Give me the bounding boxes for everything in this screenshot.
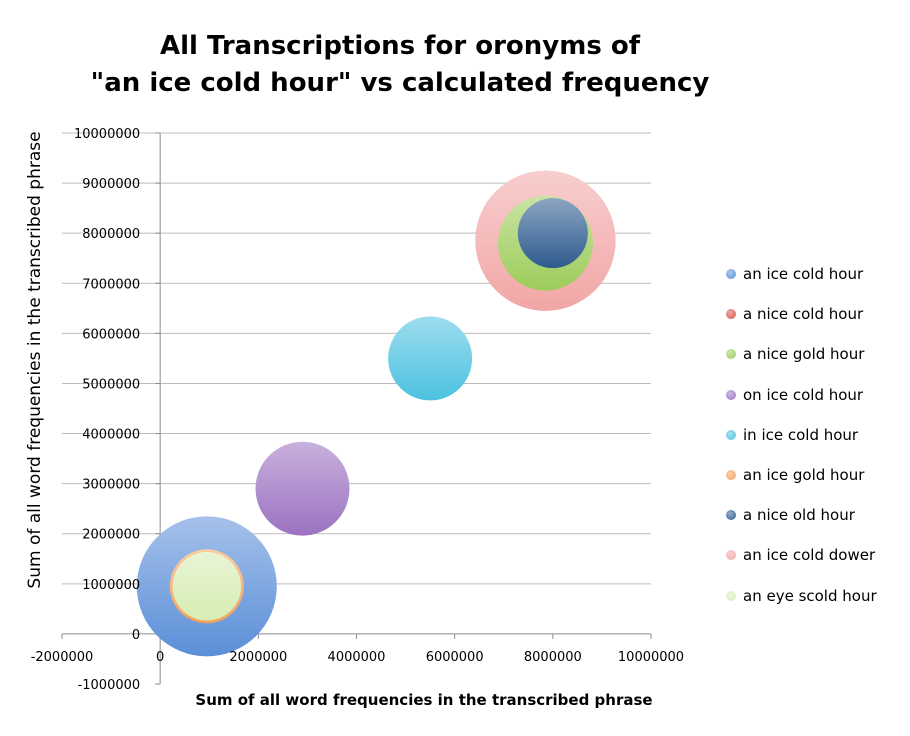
x-tick-label: 4000000 [328,650,386,665]
y-tick-label: 10000000 [74,127,140,142]
legend-swatch [726,309,736,320]
legend-item: a nice old hour [726,495,906,535]
y-tick-label: 0 [132,628,140,643]
legend-item: an ice gold hour [726,455,906,495]
x-axis-title: Sum of all word frequencies in the trans… [195,691,652,709]
legend-swatch [726,429,736,440]
legend-label: in ice cold hour [743,425,859,444]
y-tick-label: 6000000 [82,327,140,342]
x-tick-label: 2000000 [229,650,287,665]
legend-item: an ice cold dower [726,535,906,575]
legend-item: on ice cold hour [726,375,906,415]
legend-label: an ice cold hour [743,265,864,284]
x-tick-label: 0 [156,650,164,665]
legend-label: a nice cold hour [743,305,864,324]
y-tick-label: 8000000 [82,227,140,242]
y-tick-label: 5000000 [82,377,140,392]
legend-item: an ice cold hour [726,254,906,294]
y-tick-label: 9000000 [82,177,140,192]
x-tick-label: -2000000 [31,650,94,665]
bubble-on-ice-cold-hour [255,441,350,536]
y-tick-label: 2000000 [82,528,140,543]
y-tick-label: 3000000 [82,478,140,493]
x-tick-label: 6000000 [426,650,484,665]
x-tick-label: 8000000 [524,650,582,665]
legend-label: an ice cold dower [743,546,876,565]
y-tick-label: 1000000 [82,578,140,593]
y-tick-label: 7000000 [82,277,140,292]
legend-item: an eye scold hour [726,576,906,616]
legend-label: an eye scold hour [743,586,877,605]
legend-label: on ice cold hour [743,385,864,404]
legend-swatch [726,269,736,280]
legend-label: a nice gold hour [743,345,865,364]
legend-label: an ice gold hour [743,466,865,485]
bubble-an-eye-scold-hour [172,552,242,621]
bubbles [136,170,616,657]
chart-title: All Transcriptions for oronyms of "an ic… [60,28,740,102]
y-axis-title: Sum of all word frequencies in the trans… [25,131,45,588]
legend-swatch [726,470,736,481]
y-tick-label: 4000000 [82,428,140,443]
legend-swatch [726,510,736,521]
legend: an ice cold hour a nice cold hour a nice g… [726,254,906,616]
legend-swatch [726,349,736,360]
chart-title-line-2: "an ice cold hour" vs calculated frequen… [90,68,710,98]
legend-swatch [726,550,736,561]
bubble-in-ice-cold-hour [388,316,473,401]
legend-item: in ice cold hour [726,415,906,455]
legend-swatch [726,590,736,601]
y-tick-labels: -1000000 0 1000000 2000000 3000000 4000000 500… [74,127,140,693]
legend-label: a nice old hour [743,506,855,525]
legend-item: a nice cold hour [726,294,906,334]
y-tick-label: -1000000 [78,678,141,693]
legend-swatch [726,389,736,400]
x-tick-labels: -2000000 0 2000000 4000000 6000000 8000000 100… [31,650,684,665]
chart-title-line-1: All Transcriptions for oronyms of [159,31,641,61]
legend-item: a nice gold hour [726,334,906,374]
x-tick-label: 10000000 [618,650,684,665]
bubble-a-nice-old-hour [517,198,588,269]
